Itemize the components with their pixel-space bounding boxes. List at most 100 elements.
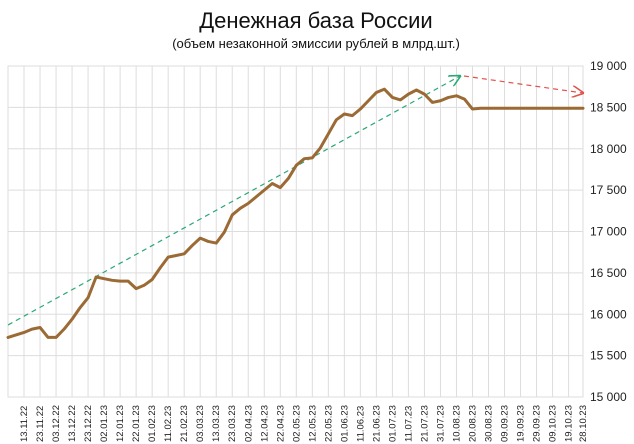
x-tick-label: 30.08.23 — [484, 405, 495, 442]
x-tick-label: 11.07.23 — [403, 406, 414, 442]
series-point — [239, 207, 241, 209]
x-tick-label: 22.05.23 — [323, 405, 334, 442]
series-point — [39, 326, 41, 328]
series-point — [479, 107, 481, 109]
x-tick-label: 01.06.23 — [339, 405, 350, 442]
plot-border — [7, 65, 584, 398]
series-point — [335, 119, 337, 121]
chart-title: Денежная база России — [199, 8, 432, 33]
x-tick-label: 03.03.23 — [195, 405, 206, 442]
y-tick-label: 16 000 — [590, 307, 627, 321]
series-point — [167, 256, 169, 258]
series-point — [223, 231, 225, 233]
series-point — [263, 189, 265, 191]
series-point — [327, 133, 329, 135]
y-tick-label: 17 000 — [590, 225, 627, 239]
series-point — [119, 280, 121, 282]
series-point — [231, 214, 233, 216]
y-tick-label: 19 000 — [590, 59, 627, 73]
series-point — [279, 187, 281, 189]
series-point — [95, 276, 97, 278]
series-point — [447, 96, 449, 98]
x-tick-label: 11.06.23 — [355, 406, 366, 442]
x-tick-label: 03.12.22 — [51, 405, 62, 442]
series-point — [183, 253, 185, 255]
x-tick-label: 28.10.23 — [578, 405, 589, 442]
series-point — [311, 157, 313, 159]
series-point — [535, 107, 537, 109]
x-tick-label: 23.11.22 — [35, 406, 46, 442]
y-tick-label: 16 500 — [590, 266, 627, 280]
series-point — [319, 147, 321, 149]
x-tick-label: 02.04.23 — [243, 405, 254, 442]
x-tick-label: 19.10.23 — [564, 405, 575, 442]
series-point — [55, 336, 57, 338]
series-point — [431, 101, 433, 103]
series-points — [7, 88, 584, 338]
series-point — [399, 99, 401, 101]
series-point — [31, 328, 33, 330]
x-tick-label: 01.02.23 — [147, 405, 158, 442]
series-point — [551, 107, 553, 109]
series-point — [303, 158, 305, 160]
x-tick-label: 22.04.23 — [275, 405, 286, 442]
y-tick-label: 18 000 — [590, 142, 627, 156]
series-point — [343, 113, 345, 115]
series-point — [359, 108, 361, 110]
x-tick-label: 10.08.23 — [451, 405, 462, 442]
series-point — [7, 336, 9, 338]
x-tick-label: 13.03.23 — [211, 405, 222, 442]
series-point — [391, 96, 393, 98]
chart-subtitle: (объем незаконной эмиссии рублей в млрд.… — [172, 36, 460, 51]
x-tick-label: 02.01.23 — [99, 405, 110, 442]
series-point — [383, 88, 385, 90]
series-point — [463, 98, 465, 100]
x-tick-label: 09.10.23 — [548, 405, 559, 442]
series-point — [191, 244, 193, 246]
series-point — [79, 307, 81, 309]
series-point — [567, 107, 569, 109]
x-tick-label: 12.05.23 — [307, 405, 318, 442]
x-tick-label: 31.07.23 — [435, 405, 446, 442]
series-point — [87, 297, 89, 299]
series-point — [127, 280, 129, 282]
series-point — [487, 107, 489, 109]
series-point — [151, 278, 153, 280]
series-point — [511, 107, 513, 109]
x-tick-label: 23.03.23 — [227, 405, 238, 442]
x-tick-label: 09.09.23 — [500, 405, 511, 442]
y-tick-label: 18 500 — [590, 100, 627, 114]
series-point — [582, 107, 584, 109]
series-point — [527, 107, 529, 109]
x-tick-label: 01.07.23 — [387, 405, 398, 442]
series-point — [215, 242, 217, 244]
series-point — [575, 107, 577, 109]
x-tick-label: 22.01.23 — [131, 405, 142, 442]
x-tick-label: 21.07.23 — [419, 405, 430, 442]
series-point — [175, 254, 177, 256]
x-tick-label: 20.08.23 — [467, 405, 478, 442]
series-point — [159, 267, 161, 269]
money-base-series-line — [6, 87, 585, 339]
x-tick-label: 13.12.22 — [67, 405, 78, 442]
y-tick-label: 17 500 — [590, 183, 627, 197]
series-point — [71, 318, 73, 320]
y-tick-label: 15 000 — [590, 390, 627, 404]
series-point — [351, 115, 353, 117]
series-point — [199, 237, 201, 239]
series-point — [103, 278, 105, 280]
series-point — [255, 196, 257, 198]
series-point — [367, 100, 369, 102]
x-tick-label: 12.01.23 — [115, 405, 126, 442]
series-point — [23, 331, 25, 333]
series-point — [407, 93, 409, 95]
series-point — [111, 279, 113, 281]
x-tick-label: 23.12.22 — [83, 405, 94, 442]
x-tick-label: 12.04.23 — [259, 405, 270, 442]
series-point — [375, 91, 377, 93]
y-tick-label: 15 500 — [590, 349, 627, 363]
x-tick-label: 29.09.23 — [532, 405, 543, 442]
series-point — [439, 100, 441, 102]
